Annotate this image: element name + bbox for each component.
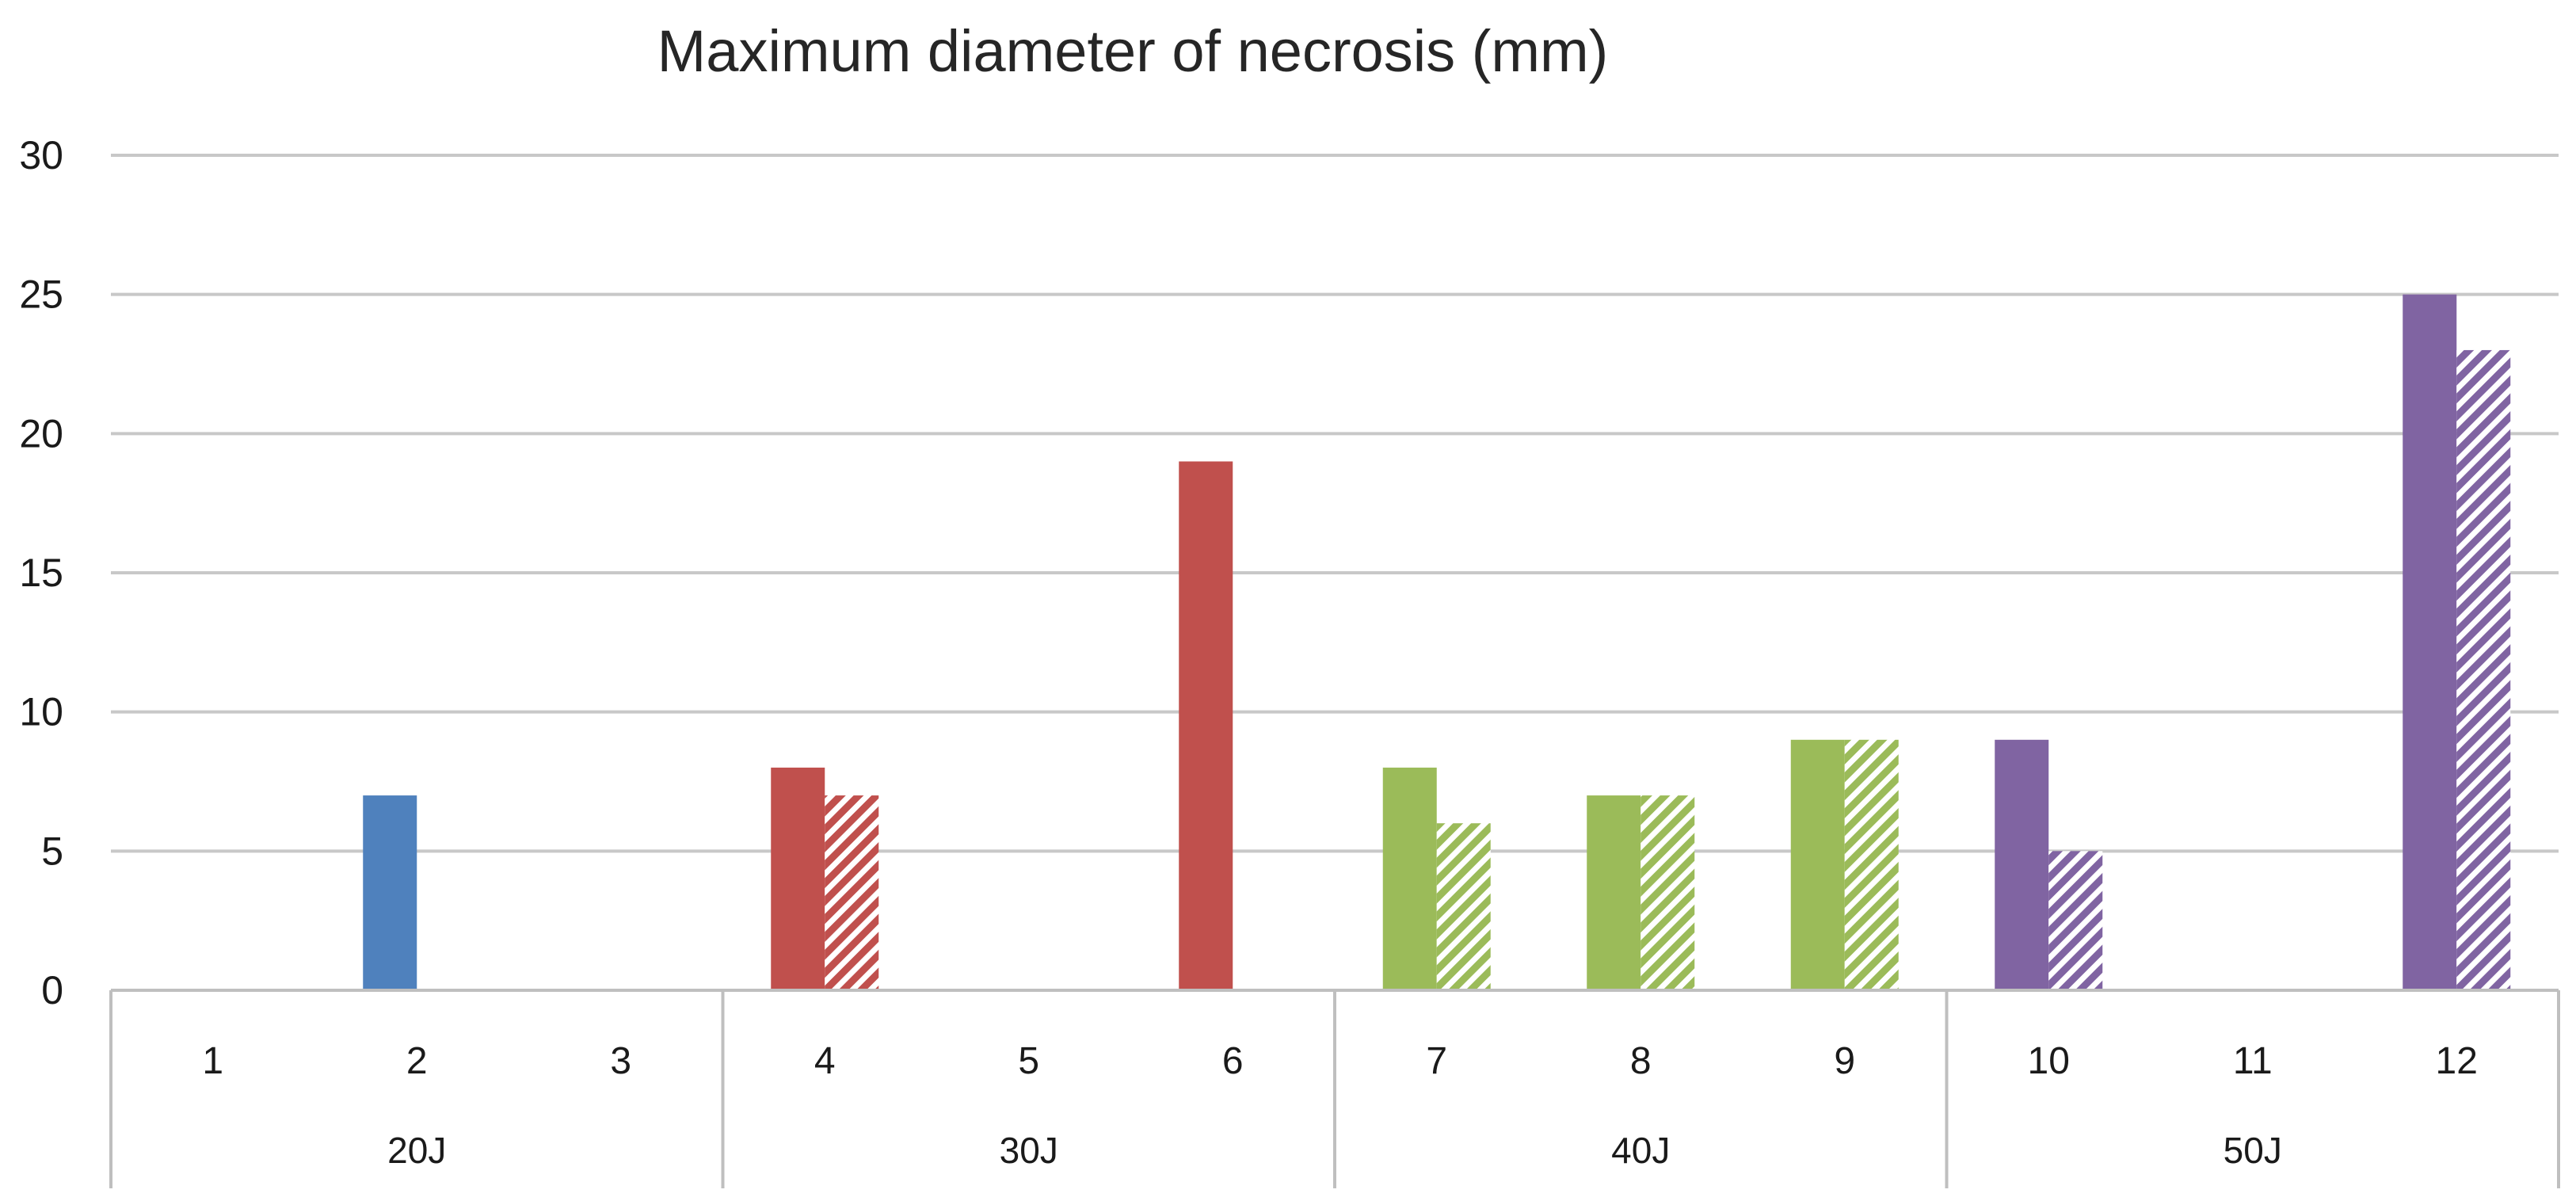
bars [363,294,2511,991]
chart-title: Maximum diameter of necrosis (mm) [657,18,1609,84]
x-group-label: 20J [387,1130,446,1171]
x-category-label: 4 [814,1040,836,1082]
y-tick-label: 20 [19,411,63,456]
x-group-label: 40J [1611,1130,1670,1171]
bar-solid-10 [1995,739,2049,990]
y-tick-label: 15 [19,551,63,595]
bar-solid-6 [1179,461,1233,990]
bar-solid-12 [2403,294,2457,991]
x-category-label: 10 [2028,1040,2070,1082]
x-group-label: 50J [2224,1130,2282,1171]
y-tick-label: 30 [19,133,63,177]
bar-solid-4 [771,767,825,990]
bar-hatched-9 [1844,739,1899,990]
y-tick-label: 10 [19,690,63,734]
y-axis-ticks: 0 5 10 15 20 25 30 [19,133,63,1012]
x-category-label: 11 [2233,1040,2273,1082]
x-category-label: 1 [202,1040,223,1082]
bar-hatched-12 [2456,349,2511,990]
x-category-label: 7 [1426,1040,1447,1082]
y-tick-label: 25 [19,273,63,317]
bar-solid-8 [1587,795,1641,990]
y-tick-label: 0 [41,968,63,1012]
bar-hatched-4 [825,795,879,990]
bar-solid-9 [1790,739,1845,990]
x-category-label: 2 [406,1040,428,1082]
x-category-label: 9 [1834,1040,1855,1082]
y-tick-label: 5 [41,829,63,873]
gridlines [111,154,2559,853]
bar-hatched-10 [2048,851,2103,990]
x-category-label: 12 [2436,1040,2478,1082]
bar-solid-2 [363,795,417,990]
x-category-label: 3 [610,1040,631,1082]
bar-solid-7 [1382,767,1437,990]
x-group-label: 30J [1000,1130,1058,1171]
x-category-label: 8 [1630,1040,1652,1082]
x-category-label: 6 [1222,1040,1244,1082]
x-category-label: 5 [1018,1040,1039,1082]
bar-hatched-8 [1640,795,1695,990]
bar-hatched-7 [1436,823,1491,990]
